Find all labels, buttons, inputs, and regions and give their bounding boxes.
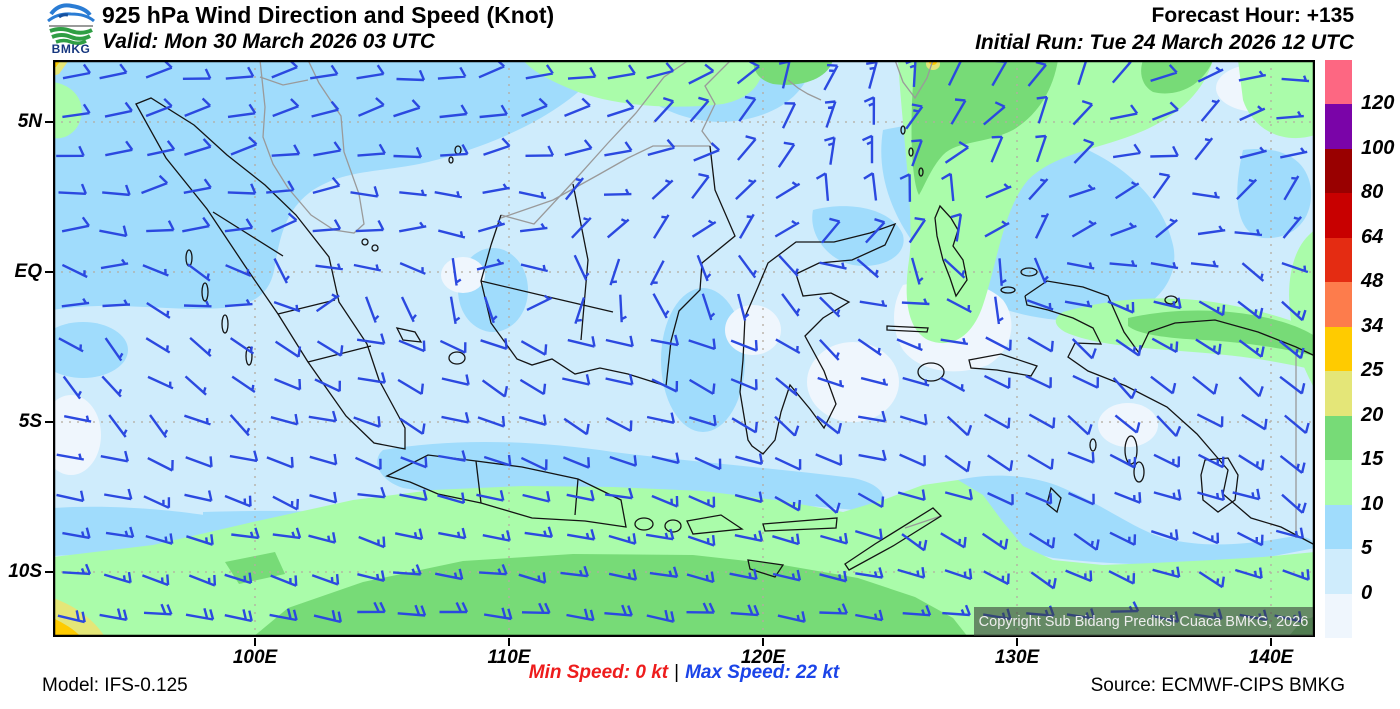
map-frame bbox=[53, 60, 1315, 637]
legend-label: 5 bbox=[1361, 537, 1373, 560]
max-speed-label: Max Speed: 22 kt bbox=[685, 662, 840, 683]
legend-color-box bbox=[1325, 193, 1352, 238]
page-title: 925 hPa Wind Direction and Speed (Knot) bbox=[102, 2, 555, 28]
legend-label: 80 bbox=[1361, 181, 1384, 204]
separator: | bbox=[674, 662, 680, 683]
legend-label: 25 bbox=[1361, 359, 1384, 382]
lon-tick-mark bbox=[762, 638, 764, 646]
legend-label: 48 bbox=[1361, 270, 1384, 293]
legend-label: 120 bbox=[1361, 92, 1395, 115]
lon-tick-label: 120E bbox=[740, 647, 786, 668]
legend-label: 100 bbox=[1361, 136, 1395, 159]
legend-color-box bbox=[1325, 148, 1352, 194]
lon-tick-label: 140E bbox=[1248, 647, 1294, 668]
legend-color-box bbox=[1325, 415, 1352, 461]
legend-color-box bbox=[1325, 504, 1352, 550]
legend-color-box bbox=[1325, 371, 1352, 416]
lat-tick-mark bbox=[45, 421, 54, 423]
map-panel: Copyright Sub Bidang Prediksi Cuaca BMKG… bbox=[53, 60, 1315, 637]
legend-color-box bbox=[1325, 460, 1352, 505]
lat-tick-label: EQ bbox=[14, 261, 42, 282]
lat-tick-mark bbox=[45, 271, 54, 273]
legend-color-box bbox=[1325, 549, 1352, 594]
legend-label: 0 bbox=[1361, 581, 1373, 604]
legend-label: 64 bbox=[1361, 225, 1384, 248]
lat-tick-label: 5S bbox=[18, 411, 42, 432]
lat-tick-mark bbox=[45, 121, 54, 123]
lon-tick-label: 100E bbox=[232, 647, 278, 668]
lat-tick-mark bbox=[45, 571, 54, 573]
speed-summary: Min Speed: 0 kt | Max Speed: 22 kt bbox=[53, 662, 1315, 684]
bmkg-logo-icon bbox=[47, 3, 95, 46]
legend-color-box bbox=[1325, 282, 1352, 327]
legend-color-box bbox=[1325, 104, 1352, 149]
lat-tick-label: 10S bbox=[8, 561, 42, 582]
legend-label: 10 bbox=[1361, 492, 1384, 515]
legend-label: 15 bbox=[1361, 448, 1384, 471]
lon-tick-mark bbox=[1270, 638, 1272, 646]
legend-label: 20 bbox=[1361, 403, 1384, 426]
forecast-hour-label: Forecast Hour: +135 bbox=[1151, 4, 1355, 27]
speed-legend bbox=[1325, 60, 1352, 639]
legend-color-box bbox=[1325, 593, 1352, 639]
initial-run-label: Initial Run: Tue 24 March 2026 12 UTC bbox=[975, 31, 1354, 54]
legend-color-box bbox=[1325, 326, 1352, 372]
legend-color-box bbox=[1325, 60, 1352, 105]
coastlines bbox=[135, 97, 1315, 578]
legend-color-box bbox=[1325, 237, 1352, 283]
source-label: Source: ECMWF-CIPS BMKG bbox=[1090, 675, 1345, 696]
copyright-overlay: Copyright Sub Bidang Prediksi Cuaca BMKG… bbox=[974, 607, 1313, 636]
lon-tick-mark bbox=[508, 638, 510, 646]
lon-tick-mark bbox=[1016, 638, 1018, 646]
bmkg-logo-label: BMKG bbox=[51, 42, 91, 56]
lat-tick-label: 5N bbox=[17, 111, 42, 132]
wind-map bbox=[53, 60, 1315, 637]
lon-tick-label: 110E bbox=[487, 647, 531, 668]
lon-tick-mark bbox=[254, 638, 256, 646]
valid-time-label: Valid: Mon 30 March 2026 03 UTC bbox=[102, 30, 435, 53]
min-speed-label: Min Speed: 0 kt bbox=[528, 662, 669, 683]
wind-barbs bbox=[56, 60, 1310, 624]
model-label: Model: IFS-0.125 bbox=[42, 675, 188, 696]
legend-label: 34 bbox=[1361, 314, 1384, 337]
lon-tick-label: 130E bbox=[994, 647, 1040, 668]
